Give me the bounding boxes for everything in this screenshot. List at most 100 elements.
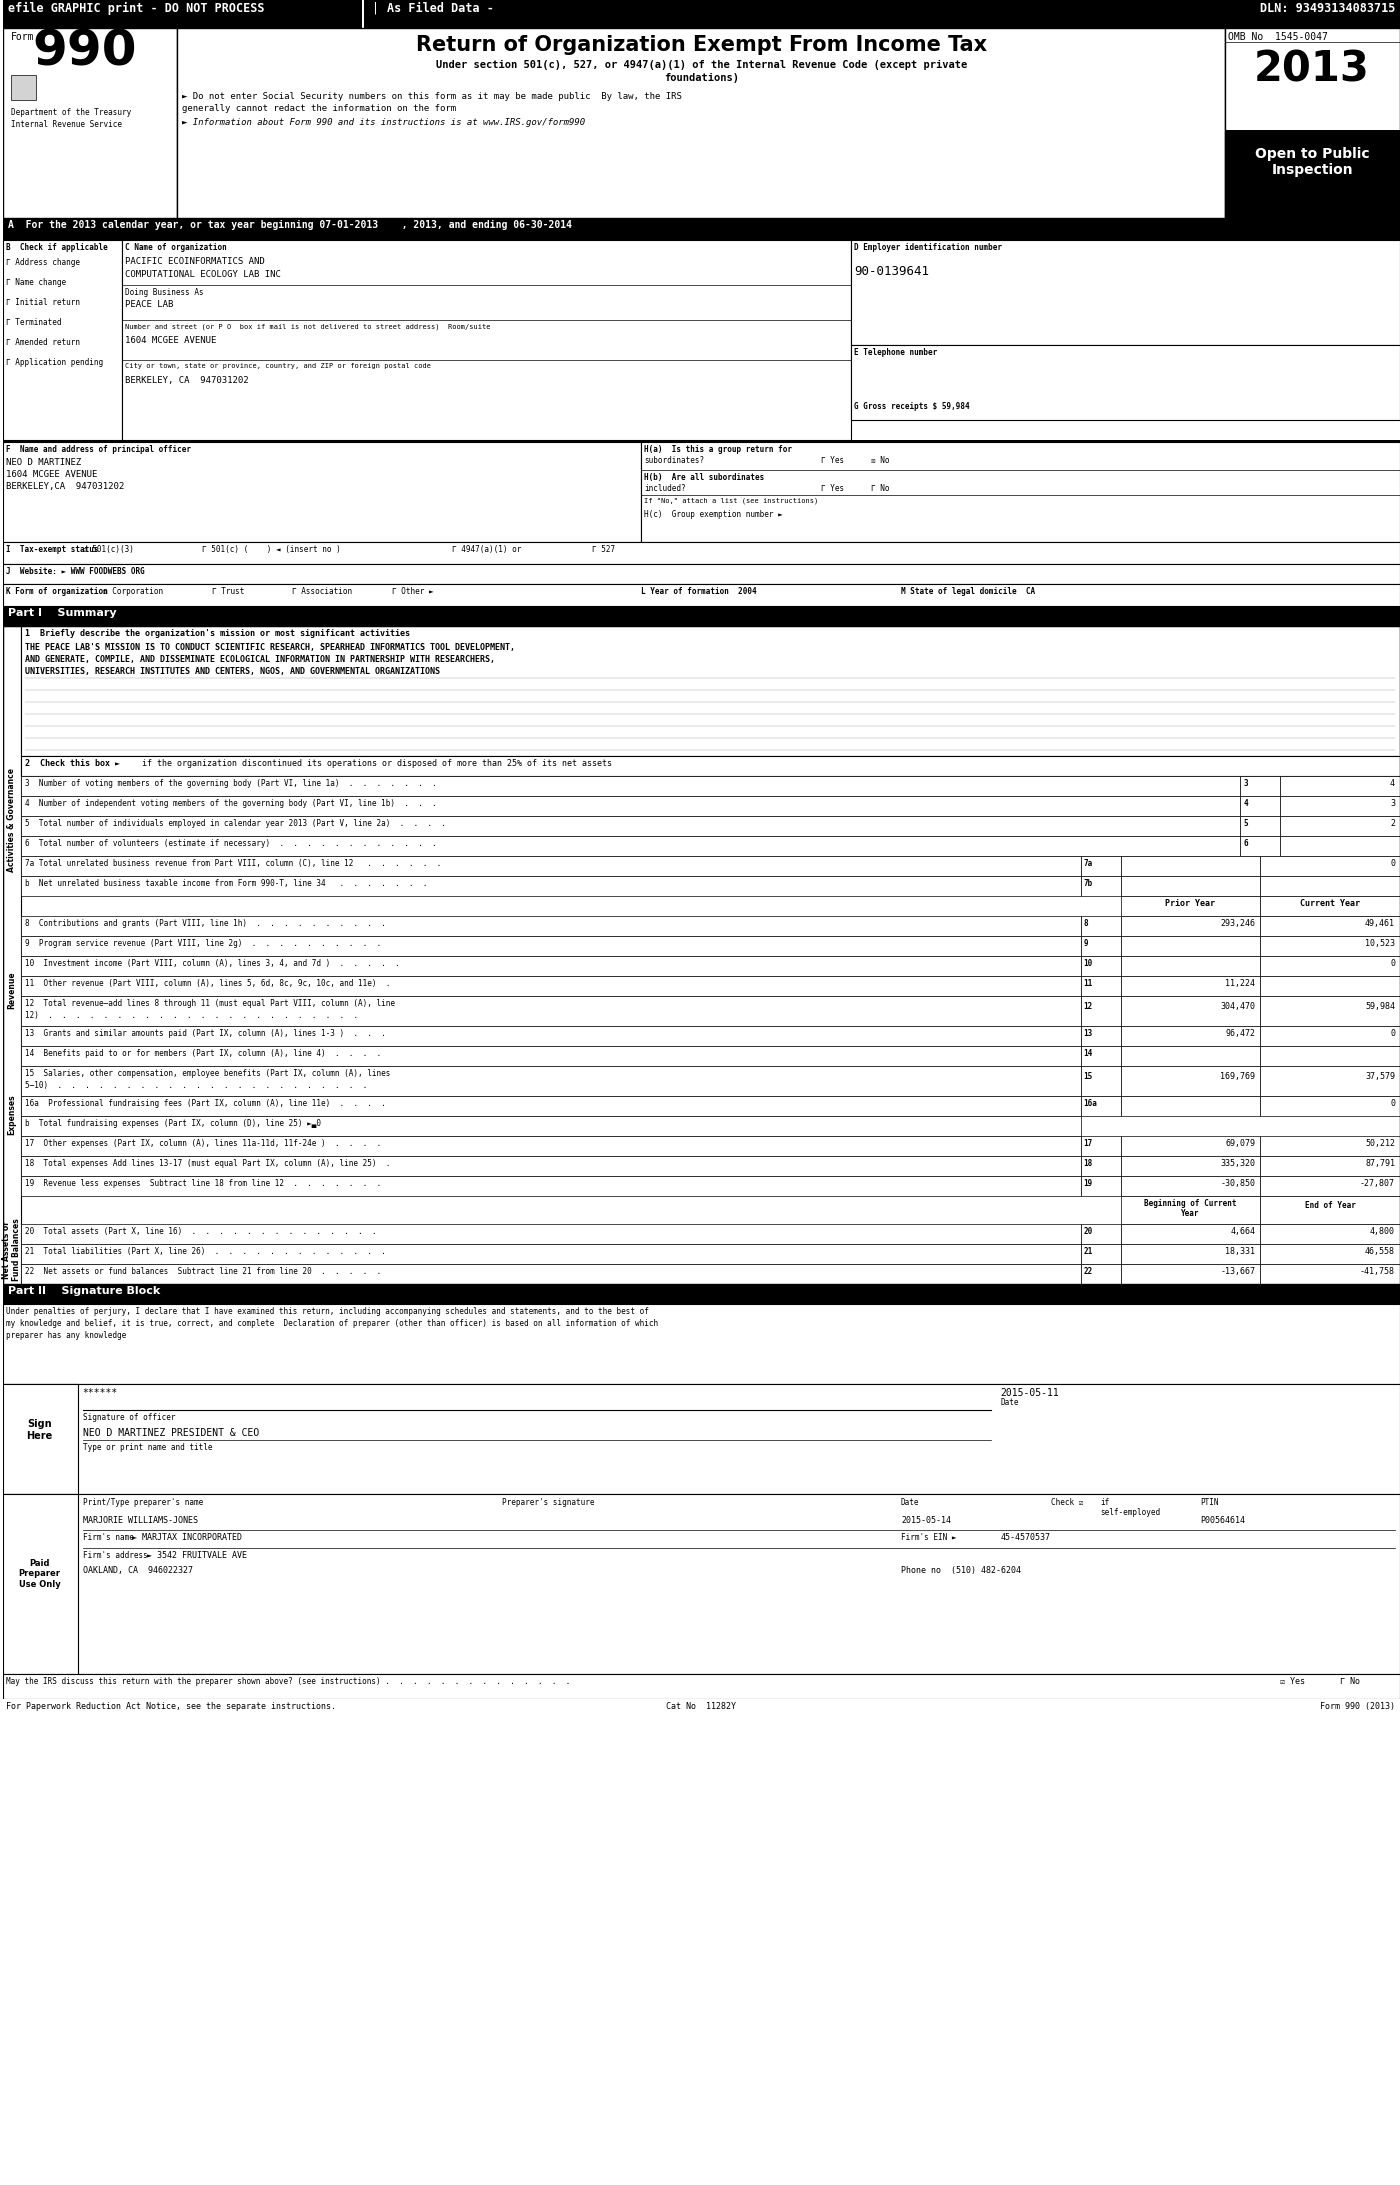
Text: Cat No  11282Y: Cat No 11282Y <box>666 1702 736 1711</box>
Text: 5: 5 <box>1243 819 1247 828</box>
Bar <box>1260 957 1400 977</box>
Text: Γ Name change: Γ Name change <box>6 277 66 286</box>
Text: 5–10)  .  .  .  .  .  .  .  .  .  .  .  .  .  .  .  .  .  .  .  .  .  .  .: 5–10) . . . . . . . . . . . . . . . . . … <box>25 1082 367 1090</box>
Bar <box>3 542 1400 564</box>
Bar <box>21 756 1400 776</box>
Text: 12  Total revenue—add lines 8 through 11 (must equal Part VIII, column (A), line: 12 Total revenue—add lines 8 through 11 … <box>25 999 395 1007</box>
Bar <box>1260 1243 1400 1263</box>
Bar <box>1260 1195 1400 1224</box>
Bar <box>1260 1097 1400 1117</box>
Text: COMPUTATIONAL ECOLOGY LAB INC: COMPUTATIONAL ECOLOGY LAB INC <box>126 271 281 280</box>
Text: 8: 8 <box>1084 920 1088 929</box>
Bar <box>21 625 1400 756</box>
Text: 1  Briefly describe the organization's mission or most significant activities: 1 Briefly describe the organization's mi… <box>25 629 410 638</box>
Text: H(a)  Is this a group return for: H(a) Is this a group return for <box>644 446 792 454</box>
Text: ☒ No: ☒ No <box>871 457 889 465</box>
Text: H(c)  Group exemption number ►: H(c) Group exemption number ► <box>644 509 783 520</box>
Text: Γ Yes: Γ Yes <box>822 485 844 494</box>
Text: 21: 21 <box>1084 1248 1093 1256</box>
Text: 4: 4 <box>1390 780 1394 789</box>
Text: 50,212: 50,212 <box>1365 1138 1394 1147</box>
Text: Part II    Signature Block: Part II Signature Block <box>8 1287 160 1296</box>
Text: C Name of organization: C Name of organization <box>126 243 227 251</box>
Bar <box>21 1097 1081 1117</box>
Text: BERKELEY, CA  947031202: BERKELEY, CA 947031202 <box>126 376 249 385</box>
Bar <box>1260 1156 1400 1176</box>
Text: 3: 3 <box>1243 780 1247 789</box>
Text: 37,579: 37,579 <box>1365 1073 1394 1082</box>
Text: Γ Initial return: Γ Initial return <box>6 297 80 308</box>
Bar <box>1280 837 1400 857</box>
Bar <box>1120 996 1260 1027</box>
Text: 990: 990 <box>32 28 137 76</box>
Text: 16a  Professional fundraising fees (Part IX, column (A), line 11e)  .  .  .  .: 16a Professional fundraising fees (Part … <box>25 1099 385 1108</box>
Text: 49,461: 49,461 <box>1365 920 1394 929</box>
Text: 10  Investment income (Part VIII, column (A), lines 3, 4, and 7d )  .  .  .  .  : 10 Investment income (Part VIII, column … <box>25 959 399 968</box>
Text: OAKLAND, CA  946022327: OAKLAND, CA 946022327 <box>83 1567 193 1575</box>
Text: 12: 12 <box>1084 1003 1093 1012</box>
Text: b  Total fundraising expenses (Part IX, column (D), line 25) ►▃0: b Total fundraising expenses (Part IX, c… <box>25 1119 321 1127</box>
Text: Γ Address change: Γ Address change <box>6 258 80 267</box>
Text: if
self-employed: if self-employed <box>1100 1499 1161 1516</box>
Text: F  Name and address of principal officer: F Name and address of principal officer <box>6 446 190 454</box>
Text: PEACE LAB: PEACE LAB <box>126 299 174 308</box>
Text: Γ Terminated: Γ Terminated <box>6 319 62 328</box>
Text: May the IRS discuss this return with the preparer shown above? (see instructions: May the IRS discuss this return with the… <box>6 1678 570 1687</box>
Text: Γ Application pending: Γ Application pending <box>6 358 102 367</box>
Text: I  Tax-exempt status: I Tax-exempt status <box>6 544 98 555</box>
Bar <box>1120 876 1260 896</box>
Bar <box>1280 815 1400 837</box>
Text: Check ☑: Check ☑ <box>1050 1499 1084 1508</box>
Text: Γ Amended return: Γ Amended return <box>6 339 80 347</box>
Text: 59,984: 59,984 <box>1365 1003 1394 1012</box>
Text: 17: 17 <box>1084 1138 1093 1147</box>
Bar <box>1081 957 1120 977</box>
Text: PACIFIC ECOINFORMATICS AND: PACIFIC ECOINFORMATICS AND <box>126 258 265 267</box>
Text: 20: 20 <box>1084 1228 1093 1237</box>
Text: Firm's name: Firm's name <box>83 1534 133 1543</box>
Bar <box>1120 1066 1260 1097</box>
Text: Doing Business As: Doing Business As <box>126 288 204 297</box>
Text: As Filed Data -: As Filed Data - <box>386 2 494 15</box>
Text: 87,791: 87,791 <box>1365 1158 1394 1169</box>
Bar <box>1120 1263 1260 1285</box>
Text: K Form of organization: K Form of organization <box>6 588 108 597</box>
Text: Date: Date <box>1001 1398 1019 1407</box>
Text: Under section 501(c), 527, or 4947(a)(1) of the Internal Revenue Code (except pr: Under section 501(c), 527, or 4947(a)(1)… <box>435 59 967 70</box>
Text: Under penalties of perjury, I declare that I have examined this return, includin: Under penalties of perjury, I declare th… <box>6 1307 648 1315</box>
Text: -41,758: -41,758 <box>1359 1267 1394 1276</box>
Bar <box>1081 1097 1120 1117</box>
Text: 18  Total expenses Add lines 13-17 (must equal Part IX, column (A), line 25)  .: 18 Total expenses Add lines 13-17 (must … <box>25 1158 391 1169</box>
Text: THE PEACE LAB'S MISSION IS TO CONDUCT SCIENTIFIC RESEARCH, SPEARHEAD INFORMATICS: THE PEACE LAB'S MISSION IS TO CONDUCT SC… <box>25 642 515 651</box>
Bar <box>1081 876 1120 896</box>
Text: Firm's address: Firm's address <box>83 1551 147 1560</box>
Text: Return of Organization Exempt From Income Tax: Return of Organization Exempt From Incom… <box>416 35 987 55</box>
Text: 13  Grants and similar amounts paid (Part IX, column (A), lines 1-3 )  .  .  .: 13 Grants and similar amounts paid (Part… <box>25 1029 385 1038</box>
Text: 19  Revenue less expenses  Subtract line 18 from line 12  .  .  .  .  .  .  .: 19 Revenue less expenses Subtract line 1… <box>25 1180 381 1189</box>
Text: 2015-05-14: 2015-05-14 <box>902 1516 951 1525</box>
Bar <box>3 1495 77 1674</box>
Bar <box>1240 815 1280 837</box>
Text: 169,769: 169,769 <box>1221 1073 1256 1082</box>
Bar <box>21 1066 1081 1097</box>
Bar <box>1260 857 1400 876</box>
Bar <box>3 1383 77 1495</box>
Bar <box>21 876 1081 896</box>
Bar <box>1081 1224 1120 1243</box>
Bar <box>21 1243 1081 1263</box>
Bar <box>3 625 21 1427</box>
Text: End of Year: End of Year <box>1305 1200 1355 1210</box>
Bar <box>1280 795 1400 815</box>
Bar <box>1120 977 1260 996</box>
Bar <box>1225 28 1400 219</box>
Text: Signature of officer: Signature of officer <box>83 1414 175 1422</box>
Text: -27,807: -27,807 <box>1359 1180 1394 1189</box>
Text: 4: 4 <box>1243 800 1247 808</box>
Text: 15: 15 <box>1084 1073 1093 1082</box>
Text: 293,246: 293,246 <box>1221 920 1256 929</box>
Text: 7b: 7b <box>1084 878 1093 887</box>
Text: 1604 MCGEE AVENUE: 1604 MCGEE AVENUE <box>6 470 97 479</box>
Bar <box>851 345 1400 420</box>
Text: included?: included? <box>644 485 686 494</box>
Bar <box>1280 776 1400 795</box>
